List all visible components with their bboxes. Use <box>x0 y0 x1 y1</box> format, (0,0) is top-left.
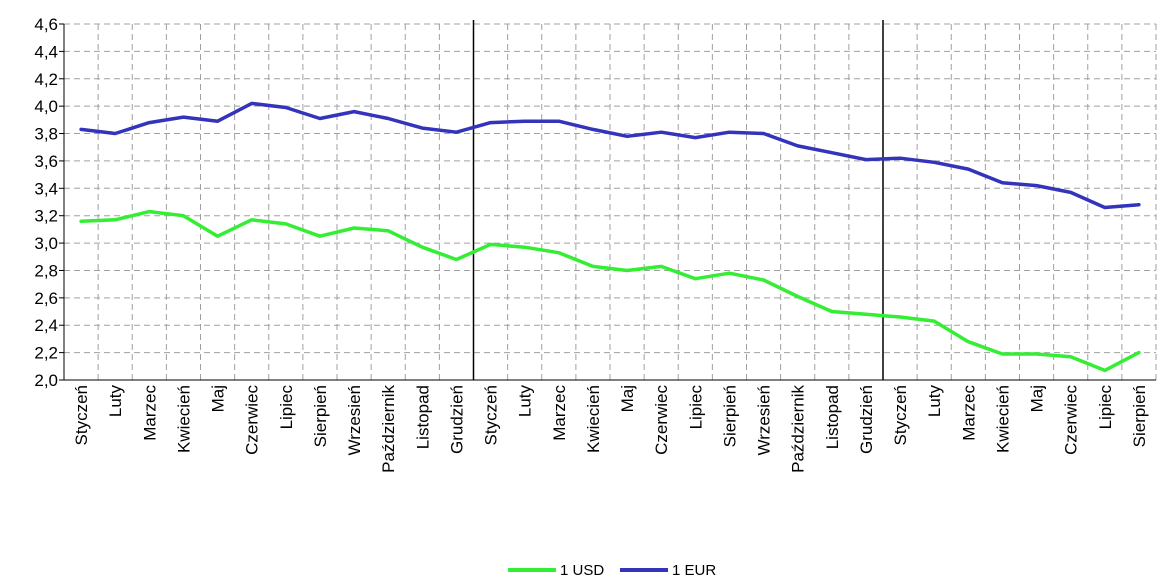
x-tick-label: Sierpień <box>1130 385 1149 447</box>
x-tick-label: Grudzień <box>857 385 876 454</box>
x-tick-label: Listopad <box>823 385 842 449</box>
series-line-usd <box>79 209 1141 373</box>
x-tick-label: Listopad <box>413 385 432 449</box>
x-tick-label: Kwiecień <box>584 385 603 453</box>
x-tick-label: Czerwiec <box>652 385 671 455</box>
y-tick-label: 2,0 <box>34 371 58 390</box>
y-tick-label: 4,4 <box>34 42 58 61</box>
x-tick-label: Maj <box>618 385 637 412</box>
x-tick-label: Lipiec <box>277 385 296 430</box>
x-tick-label: Maj <box>1028 385 1047 412</box>
legend: 1 USD 1 EUR <box>508 562 716 579</box>
y-tick-label: 3,6 <box>34 152 58 171</box>
x-tick-label: Marzec <box>140 385 159 441</box>
x-tick-label: Czerwiec <box>1062 385 1081 455</box>
x-tick-label: Marzec <box>959 385 978 441</box>
x-tick-label: Grudzień <box>447 385 466 454</box>
y-tick-label: 2,2 <box>34 344 58 363</box>
year-dividers <box>472 20 884 380</box>
x-tick-label: Styczeń <box>482 385 501 445</box>
x-tick-label: Wrzesień <box>755 385 774 456</box>
data-series <box>79 101 1141 373</box>
y-axis-tick-labels: 2,0 2,2 2,4 2,6 2,8 3,0 3,2 3,4 3,6 3,8 4,0 4,2 4,4 4… <box>34 15 58 390</box>
y-tick-label: 3,8 <box>34 125 58 144</box>
x-tick-label: Styczeń <box>891 385 910 445</box>
x-tick-label: Sierpień <box>311 385 330 447</box>
x-tick-label: Kwiecień <box>993 385 1012 453</box>
x-tick-label: Marzec <box>550 385 569 441</box>
x-tick-label: Luty <box>925 385 944 418</box>
x-tick-label: Październik <box>789 385 808 473</box>
series-line-eur <box>79 101 1141 210</box>
x-tick-label: Luty <box>106 385 125 418</box>
axes <box>59 23 1156 381</box>
x-tick-label: Czerwiec <box>243 385 262 455</box>
y-tick-label: 2,8 <box>34 261 58 280</box>
x-tick-label: Kwiecień <box>174 385 193 453</box>
y-tick-label: 3,0 <box>34 234 58 253</box>
x-tick-label: Maj <box>209 385 228 412</box>
x-tick-label: Styczeń <box>72 385 91 445</box>
y-tick-label: 3,2 <box>34 207 58 226</box>
legend-label-usd: 1 USD <box>560 562 604 579</box>
y-tick-label: 4,2 <box>34 70 58 89</box>
y-tick-label: 4,6 <box>34 15 58 34</box>
x-tick-label: Lipiec <box>1096 385 1115 430</box>
y-tick-label: 2,6 <box>34 289 58 308</box>
x-axis-tick-labels: Styczeń Luty Marzec Kwiecień Maj Czerwiec Lipi… <box>72 385 1149 473</box>
x-tick-label: Sierpień <box>720 385 739 447</box>
x-tick-label: Luty <box>516 385 535 418</box>
y-tick-label: 4,0 <box>34 97 58 116</box>
legend-label-eur: 1 EUR <box>672 562 716 579</box>
x-tick-label: Lipiec <box>686 385 705 430</box>
x-tick-label: Październik <box>379 385 398 473</box>
x-tick-label: Wrzesień <box>345 385 364 456</box>
y-tick-label: 2,4 <box>34 316 58 335</box>
grid-lines <box>64 23 1157 380</box>
y-tick-label: 3,4 <box>34 179 58 198</box>
